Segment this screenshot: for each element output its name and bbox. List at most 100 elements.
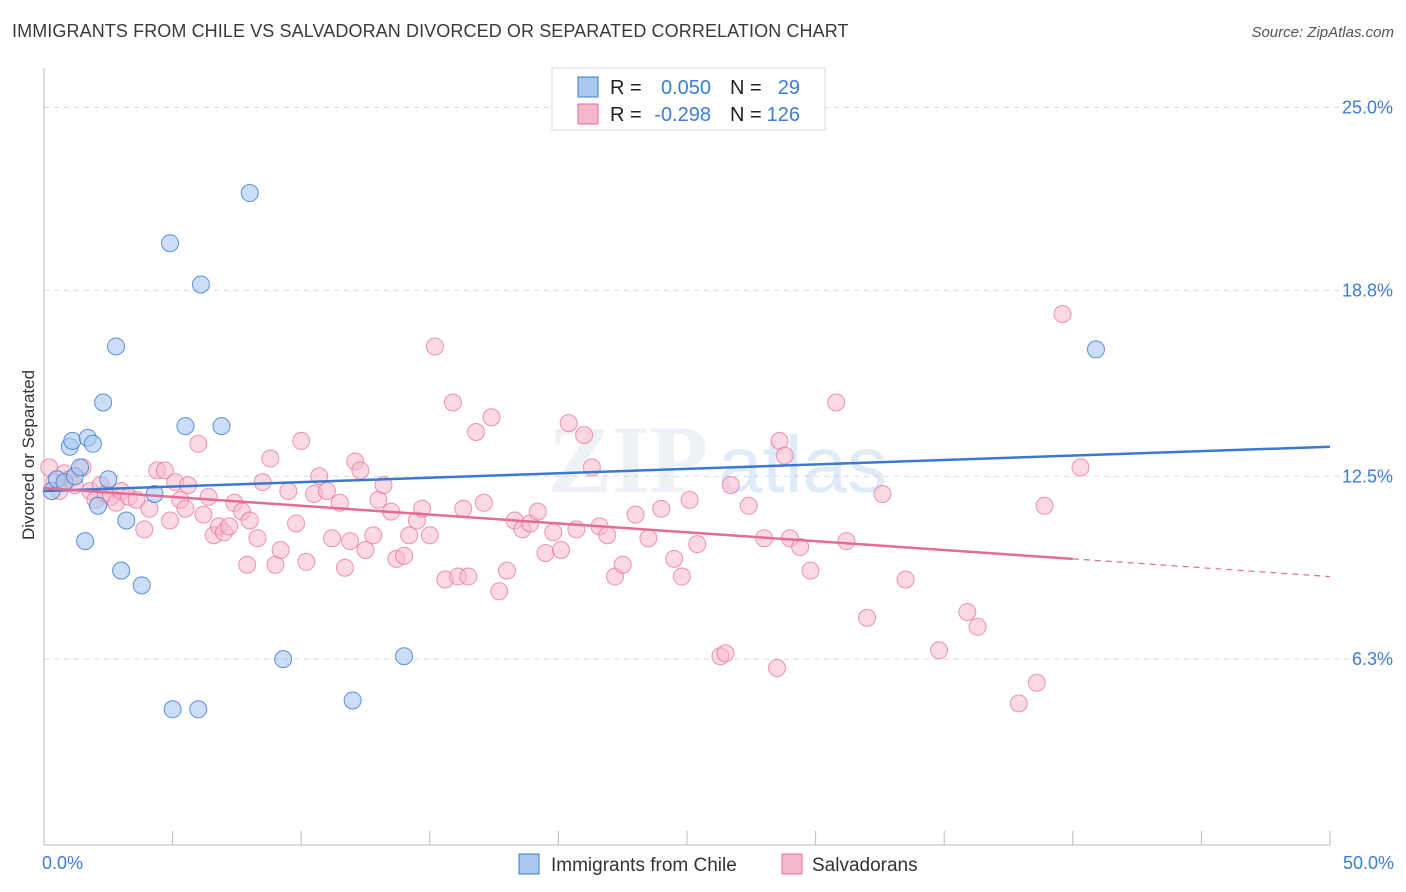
salvadorans-point [351, 461, 370, 480]
chart-title: IMMIGRANTS FROM CHILE VS SALVADORAN DIVO… [12, 21, 849, 41]
bottom-legend-label-chile: Immigrants from Chile [551, 855, 737, 876]
legend-r-label-2: R = [610, 104, 642, 126]
chile-point [132, 576, 151, 595]
salvadorans-point [873, 484, 892, 503]
chile-point [343, 691, 362, 710]
y-axis-label: Divorced or Separated [19, 370, 38, 540]
x-tick-labels: 0.0% 50.0% [42, 853, 1394, 873]
salvadorans-point [688, 535, 707, 554]
salvadorans-point [199, 487, 218, 506]
legend-n-value-1: 29 [778, 77, 800, 99]
chile-point [161, 234, 180, 253]
salvadorans-point [292, 431, 311, 450]
chile-point [94, 393, 113, 412]
salvadorans-point [896, 570, 915, 589]
salvadorans-point [739, 496, 758, 515]
chile-point [83, 434, 102, 453]
salvadorans-point [1053, 305, 1072, 323]
salvadorans-point [297, 552, 316, 571]
salvadorans-point [425, 337, 444, 356]
y-tick-label: 12.5% [1342, 466, 1393, 486]
salvadorans-point [364, 526, 383, 545]
salvadorans-point [528, 502, 547, 521]
salvadorans-point [652, 499, 671, 518]
trend-lines [43, 445, 1331, 578]
salvadorans-point [220, 517, 239, 536]
salvadorans-point [536, 543, 555, 562]
chile-point [1086, 340, 1105, 359]
salvadorans-point [598, 526, 617, 545]
legend-n-label-1: N = [730, 77, 762, 99]
legend-r-value-1: 0.050 [661, 77, 711, 99]
chile-point [71, 458, 90, 477]
chile-point [189, 700, 208, 719]
salvadorans-point [467, 423, 486, 441]
salvadorans-point [474, 493, 493, 512]
salvadorans-point [135, 520, 154, 539]
salvadorans-point [827, 393, 846, 412]
salvadorans-point [626, 505, 645, 524]
salvadorans-point [559, 414, 578, 433]
salvadorans-point [968, 617, 987, 636]
chile-point [191, 275, 210, 294]
bottom-legend-swatch-pink [781, 853, 803, 875]
chile-point [107, 337, 126, 356]
salvadorans-point [930, 641, 949, 660]
axes [43, 68, 1331, 846]
salvadorans-point [189, 434, 208, 453]
legend-swatch-pink [577, 103, 599, 125]
salvadorans-point [356, 541, 375, 559]
salvadorans-point [287, 514, 306, 533]
x-tick-label-max: 50.0% [1343, 853, 1394, 873]
chile-point [99, 470, 118, 489]
salvadorans-point [680, 490, 699, 509]
source-label: Source: ZipAtlas.com [1251, 24, 1394, 41]
salvadorans-point [248, 529, 267, 548]
salvadorans-point [958, 602, 977, 621]
salvadorans-point [497, 561, 516, 580]
salvadorans-point [837, 532, 856, 551]
legend-r-label-1: R = [610, 77, 642, 99]
salvadorans-point [240, 511, 259, 530]
legend-swatch-blue [577, 76, 599, 98]
salvadorans-point [575, 425, 594, 444]
salvadorans-point [459, 567, 478, 586]
chile-point [212, 417, 231, 436]
salvadorans-point [161, 511, 180, 530]
legend-r-value-2: -0.298 [654, 104, 711, 126]
salvadorans-point [261, 449, 280, 468]
chile-point [76, 532, 95, 551]
salvadorans-point [374, 476, 393, 495]
chile-point [112, 561, 131, 580]
salvadorans-trend-extension [1072, 558, 1331, 578]
salvadorans-point [155, 461, 174, 480]
salvadorans-point [454, 499, 473, 518]
chile-point [117, 511, 136, 530]
chile-point [395, 647, 414, 666]
salvadorans-point [482, 408, 501, 427]
bottom-legend-swatch-blue [518, 853, 540, 875]
salvadorans-point [420, 526, 439, 545]
chile-points [42, 184, 1105, 719]
salvadorans-point [801, 561, 820, 580]
salvadorans-point [551, 541, 570, 559]
legend-n-label-2: N = [730, 104, 762, 126]
salvadorans-point [1027, 673, 1046, 692]
salvadorans-point [1009, 694, 1028, 713]
y-tick-label: 25.0% [1342, 98, 1393, 118]
salvadorans-point [279, 482, 298, 500]
salvadorans-point [400, 526, 419, 545]
salvadorans-point [341, 532, 360, 551]
legend-n-value-2: 126 [767, 104, 800, 126]
salvadorans-point [544, 523, 563, 542]
chile-trend-line [43, 445, 1331, 493]
salvadorans-point [1071, 458, 1090, 477]
salvadorans-point [721, 476, 740, 495]
salvadorans-point [194, 505, 213, 524]
chile-point [163, 700, 182, 719]
salvadorans-point [395, 546, 414, 565]
salvadorans-point [858, 608, 877, 627]
salvadorans-point [639, 529, 658, 548]
y-tick-labels: 6.3% 12.5% 18.8% 25.0% [1342, 98, 1393, 670]
